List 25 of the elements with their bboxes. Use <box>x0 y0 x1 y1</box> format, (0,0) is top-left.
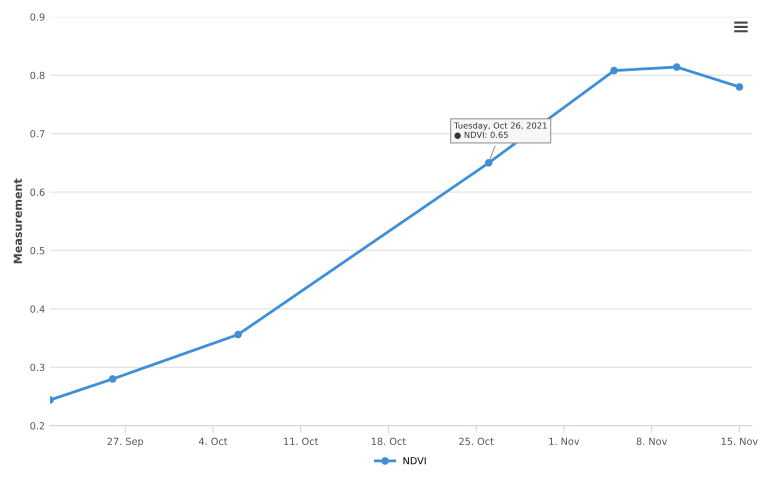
point <box>610 66 618 74</box>
y-tick-label: 0.5 <box>30 246 44 254</box>
x-tick-label: 11. Oct <box>284 438 318 446</box>
y-tick-label: 0.7 <box>30 130 44 138</box>
point <box>108 375 117 383</box>
x-tick-label: 1. Nov <box>549 438 580 446</box>
x-tick-label: 4. Oct <box>198 438 228 446</box>
y-tick-label: 0.9 <box>30 13 44 21</box>
x-tick-label: 15. Nov <box>722 438 758 446</box>
y-tick-label: 0.8 <box>30 72 44 80</box>
y-tick-label: 0.3 <box>30 364 44 372</box>
x-tick-label: 27. Sep <box>108 438 144 447</box>
point <box>736 83 744 91</box>
point <box>672 63 681 71</box>
x-tick-label: 8. Nov <box>636 438 668 446</box>
x-tick-label: 25. Oct <box>459 438 494 446</box>
legend-label: NDVI <box>403 457 426 464</box>
x-tick-label: 18. Oct <box>372 438 406 446</box>
y-tick-label: 0.6 <box>30 188 45 196</box>
point <box>234 330 242 338</box>
annotation: Tuesday, Oct 26, 2021 ● NDVI: 0.65 <box>454 122 547 139</box>
y-tick-label: 0.4 <box>30 305 45 313</box>
y-axis-title: Measurement <box>14 178 22 264</box>
y-tick-label: 0.2 <box>30 422 44 430</box>
point <box>484 159 493 167</box>
